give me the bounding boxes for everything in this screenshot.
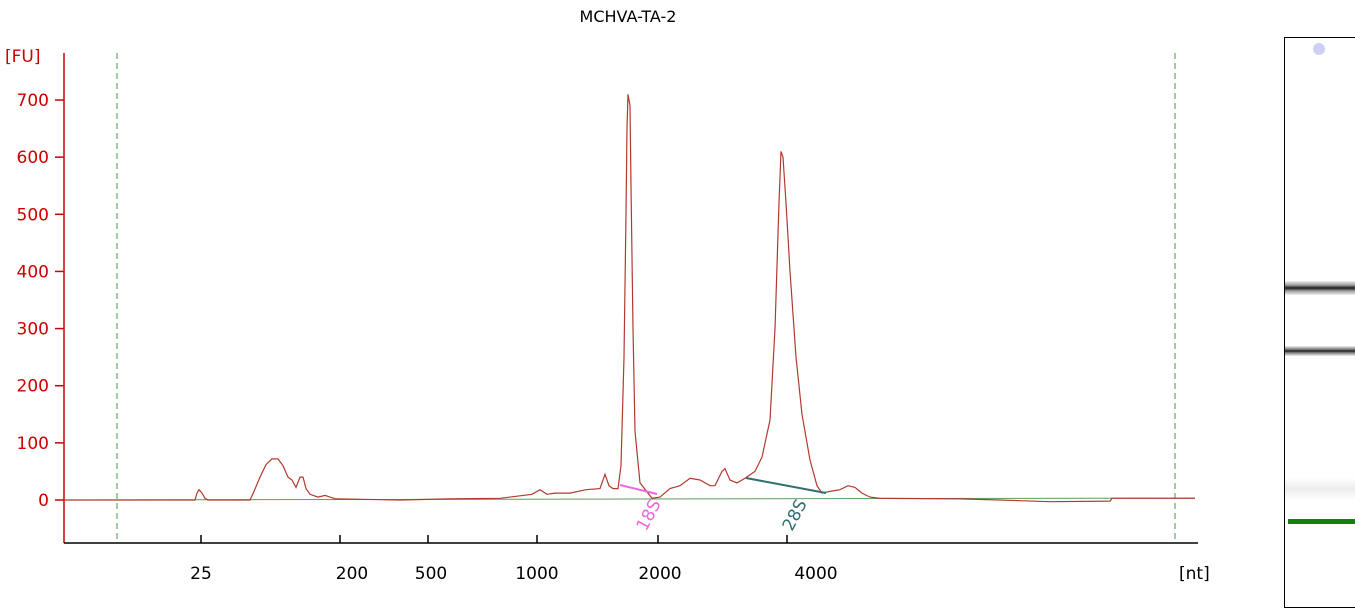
x-tick-label: 200 <box>336 564 368 584</box>
x-tick-label: 4000 <box>794 564 837 584</box>
x-tick-label: 1000 <box>515 564 558 584</box>
y-ticks: 0 100 200 300 400 500 600 700 <box>17 91 64 511</box>
gel-lane <box>1284 37 1355 608</box>
28s-peak-baseline <box>745 477 827 494</box>
gel-band-faint-low <box>1285 478 1355 500</box>
y-tick-label: 100 <box>17 434 49 454</box>
x-tick-label: 2000 <box>638 564 681 584</box>
18s-label: 18S <box>633 496 666 534</box>
electropherogram-trace <box>64 94 1195 503</box>
y-tick-label: 700 <box>17 91 49 111</box>
x-ticks: 25 200 500 1000 2000 4000 <box>190 535 838 584</box>
y-tick-label: 300 <box>17 320 49 340</box>
y-tick-label: 0 <box>38 491 49 511</box>
y-tick-label: 200 <box>17 377 49 397</box>
y-tick-label: 400 <box>17 262 49 282</box>
chart-title: MCHVA-TA-2 <box>580 7 677 26</box>
gel-band-28s <box>1285 281 1355 295</box>
y-tick-label: 600 <box>17 148 49 168</box>
x-axis-label: [nt] <box>1179 564 1210 584</box>
gel-lower-marker <box>1288 519 1355 524</box>
y-tick-label: 500 <box>17 205 49 225</box>
x-tick-label: 25 <box>190 564 212 584</box>
y-axis-label: [FU] <box>5 47 41 67</box>
18s-peak-baseline <box>619 484 658 495</box>
gel-band-18s <box>1285 346 1355 356</box>
well-dot-icon <box>1313 43 1325 55</box>
x-tick-label: 500 <box>415 564 447 584</box>
28s-label: 28S <box>779 496 812 534</box>
baseline <box>63 497 1196 501</box>
